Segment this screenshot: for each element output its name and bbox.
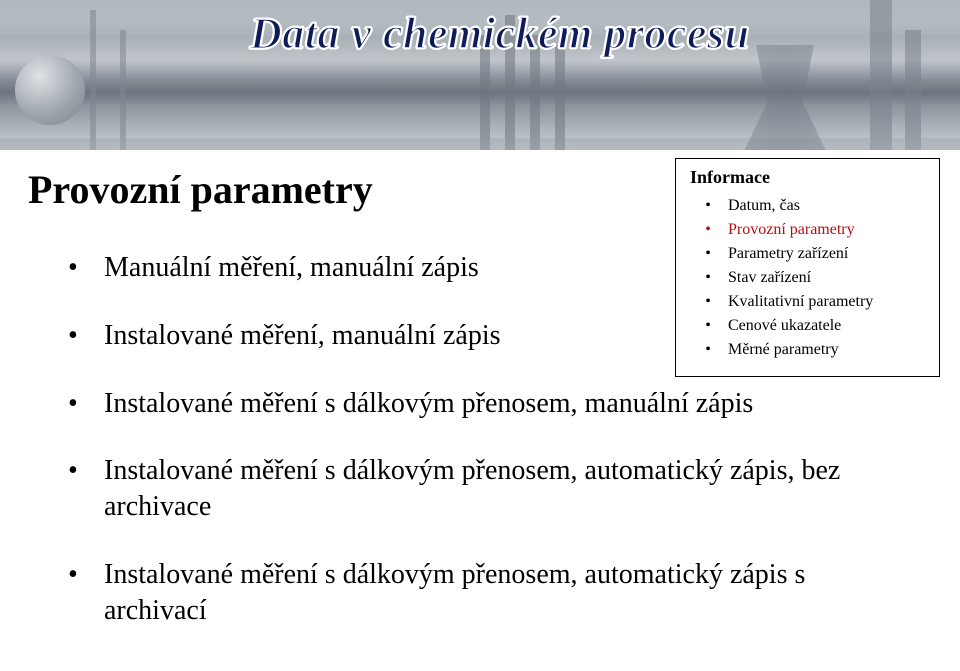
info-box-item: • Cenové ukazatele [688,314,929,338]
banner-image: Data v chemickém procesu [0,0,960,150]
bullet-icon: • [688,242,728,266]
slide-title: Data v chemickém procesu [250,8,750,59]
info-box-item-text: Parametry zařízení [728,242,848,266]
info-box-item-text: Měrné parametry [728,338,839,362]
bullet-icon: • [688,218,728,242]
info-box-item-text: Datum, čas [728,194,800,218]
info-box-item-text: Cenové ukazatele [728,314,841,338]
info-box-item-text: Provozní parametry [728,218,855,242]
bullet-icon: • [68,250,104,286]
info-box-item-text: Stav zařízení [728,266,811,290]
info-box-item: • Provozní parametry [688,218,929,242]
list-item-text: Instalované měření s dálkovým přenosem, … [104,557,888,629]
slide: Data v chemickém procesu Provozní parame… [0,0,960,671]
bullet-icon: • [68,557,104,629]
list-item-text: Instalované měření s dálkovým přenosem, … [104,453,888,525]
info-box-item: • Stav zařízení [688,266,929,290]
slide-subtitle: Provozní parametry [28,166,373,213]
list-item: • Instalované měření s dálkovým přenosem… [68,386,888,422]
banner-cooling-tower [740,45,830,150]
bullet-icon: • [688,194,728,218]
info-box-title: Informace [690,167,929,188]
bullet-icon: • [68,453,104,525]
info-box: Informace • Datum, čas • Provozní parame… [675,158,940,377]
info-box-item: • Datum, čas [688,194,929,218]
list-item: • Instalované měření s dálkovým přenosem… [68,557,888,629]
info-box-item-text: Kvalitativní parametry [728,290,873,314]
bullet-icon: • [688,266,728,290]
bullet-icon: • [688,290,728,314]
info-box-item: • Měrné parametry [688,338,929,362]
banner-sphere-tank [15,55,85,125]
bullet-icon: • [688,314,728,338]
info-box-item: • Kvalitativní parametry [688,290,929,314]
bullet-icon: • [68,386,104,422]
list-item-text: Instalované měření s dálkovým přenosem, … [104,386,888,422]
list-item: • Instalované měření s dálkovým přenosem… [68,453,888,525]
bullet-icon: • [688,338,728,362]
info-box-list: • Datum, čas • Provozní parametry • Para… [688,194,929,362]
bullet-icon: • [68,318,104,354]
info-box-item: • Parametry zařízení [688,242,929,266]
